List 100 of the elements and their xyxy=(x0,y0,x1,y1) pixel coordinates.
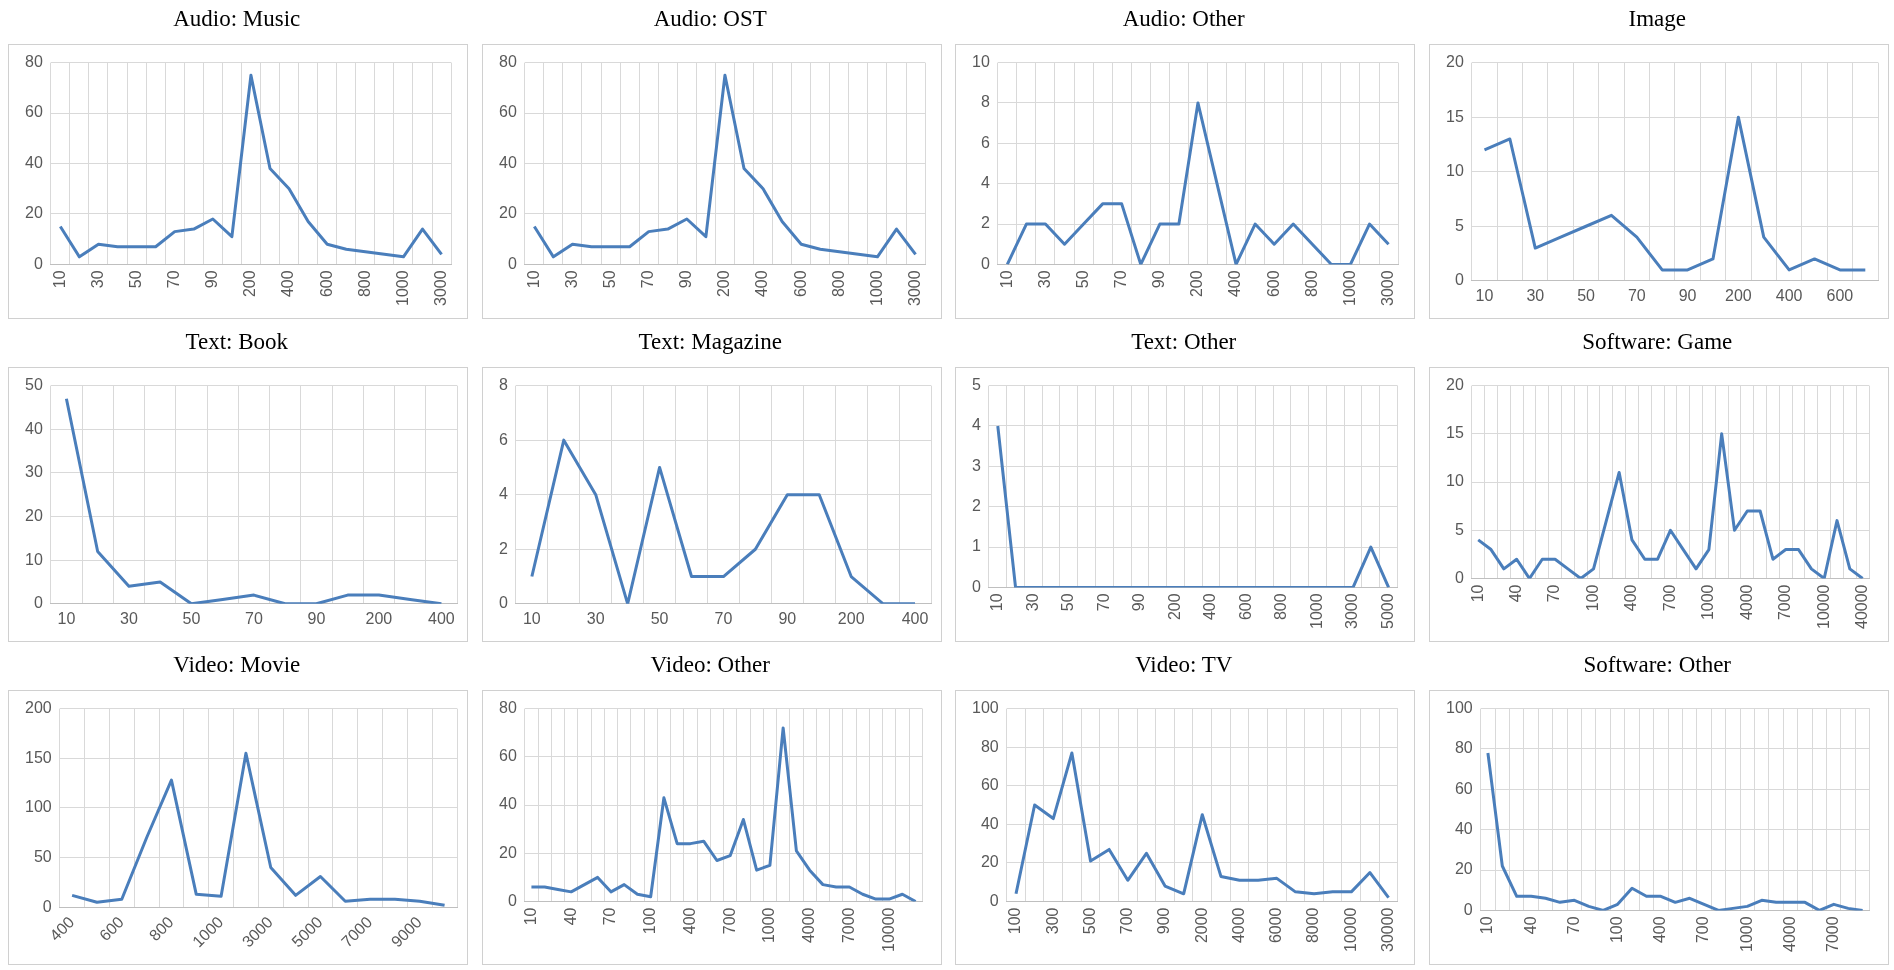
x-tick-label: 4000 xyxy=(1780,916,1798,952)
x-tick-label: 700 xyxy=(1118,907,1136,935)
y-tick-label: 0 xyxy=(1454,568,1464,586)
y-tick-label: 8 xyxy=(498,376,508,394)
y-tick-label: 3 xyxy=(971,456,981,474)
y-tick-label: 40 xyxy=(25,419,43,437)
x-tick-label: 7000 xyxy=(839,907,857,944)
y-tick-label: 80 xyxy=(498,699,517,717)
y-tick-label: 5 xyxy=(1454,216,1464,234)
x-tick-label: 40 xyxy=(1521,916,1539,935)
y-tick-label: 20 xyxy=(1445,376,1464,394)
chart-title: Software: Game xyxy=(1581,329,1734,355)
y-tick-label: 0 xyxy=(971,577,981,595)
y-tick-label: 100 xyxy=(971,699,999,717)
y-tick-label: 4 xyxy=(980,174,990,192)
x-tick-label: 10 xyxy=(521,907,539,926)
x-tick-label: 200 xyxy=(1188,270,1206,298)
x-tick-label: 1000 xyxy=(1307,593,1325,629)
x-tick-label: 400 xyxy=(1201,593,1219,621)
chart-title: Video: TV xyxy=(1134,652,1234,678)
x-tick-label: 4000 xyxy=(799,907,817,944)
x-tick-label: 30 xyxy=(562,270,580,289)
x-tick-label: 5000 xyxy=(1378,593,1396,629)
x-tick-label: 40 xyxy=(561,907,579,926)
y-tick-label: 10 xyxy=(1445,162,1464,180)
x-tick-label: 600 xyxy=(1826,286,1853,304)
x-tick-label: 400 xyxy=(752,270,770,298)
chart-title: Text: Other xyxy=(1130,329,1238,355)
y-tick-label: 15 xyxy=(1445,107,1464,125)
y-tick-label: 0 xyxy=(498,594,508,612)
y-tick-label: 0 xyxy=(980,254,990,272)
x-tick-label: 600 xyxy=(1264,270,1282,298)
x-tick-label: 800 xyxy=(145,913,177,945)
x-tick-label: 1000 xyxy=(1737,916,1755,952)
y-tick-label: 60 xyxy=(1454,779,1473,797)
x-tick-label: 50 xyxy=(182,609,201,627)
x-tick-label: 600 xyxy=(1236,593,1254,621)
y-tick-label: 80 xyxy=(25,53,43,71)
y-tick-label: 4 xyxy=(971,416,981,434)
y-tick-label: 50 xyxy=(25,376,43,394)
x-tick-label: 10 xyxy=(524,270,542,289)
x-tick-label: 100 xyxy=(1607,916,1625,944)
x-tick-label: 400 xyxy=(680,907,698,935)
x-tick-label: 1000 xyxy=(867,270,885,306)
y-tick-label: 150 xyxy=(24,748,52,766)
y-tick-label: 0 xyxy=(1454,271,1464,289)
chart-title: Video: Other xyxy=(649,652,771,678)
x-tick-label: 200 xyxy=(241,270,259,298)
y-tick-label: 60 xyxy=(498,747,517,765)
x-tick-label: 10000 xyxy=(1814,584,1832,630)
x-tick-label: 200 xyxy=(1165,593,1183,621)
x-tick-label: 4000 xyxy=(1737,584,1755,621)
y-tick-label: 0 xyxy=(507,891,517,909)
x-tick-label: 70 xyxy=(1564,916,1582,935)
x-tick-label: 50 xyxy=(650,609,669,627)
x-tick-label: 70 xyxy=(245,609,263,627)
x-tick-label: 70 xyxy=(1112,270,1130,289)
y-tick-label: 80 xyxy=(498,53,517,71)
x-tick-label: 300 xyxy=(1043,907,1061,935)
x-tick-label: 100 xyxy=(1006,907,1024,935)
x-tick-label: 700 xyxy=(1693,916,1711,944)
x-tick-label: 400 xyxy=(901,609,928,627)
y-tick-label: 200 xyxy=(24,699,52,717)
x-tick-label: 3000 xyxy=(1378,270,1396,306)
x-tick-label: 1000 xyxy=(1340,270,1358,306)
x-tick-label: 2000 xyxy=(1192,907,1210,944)
x-tick-label: 10000 xyxy=(1341,907,1359,953)
y-tick-label: 8 xyxy=(980,93,990,111)
y-tick-label: 80 xyxy=(980,737,999,755)
y-tick-label: 40 xyxy=(498,795,517,813)
x-tick-label: 10 xyxy=(1475,286,1493,304)
x-tick-label: 400 xyxy=(46,913,78,945)
x-tick-label: 30 xyxy=(1035,270,1053,289)
chart-title: Software: Other xyxy=(1582,652,1732,678)
x-tick-label: 30 xyxy=(586,609,605,627)
x-tick-label: 3000 xyxy=(905,270,923,306)
y-tick-label: 4 xyxy=(498,485,508,503)
y-tick-label: 40 xyxy=(1454,820,1473,838)
x-tick-label: 800 xyxy=(829,270,847,298)
y-tick-label: 40 xyxy=(980,814,999,832)
y-tick-label: 80 xyxy=(1454,739,1473,757)
x-tick-label: 30 xyxy=(1023,593,1041,612)
x-tick-label: 7000 xyxy=(1823,916,1841,952)
y-tick-label: 40 xyxy=(498,153,517,171)
x-tick-label: 90 xyxy=(307,609,326,627)
x-tick-label: 90 xyxy=(1678,286,1697,304)
y-tick-label: 40 xyxy=(25,153,43,171)
y-tick-label: 0 xyxy=(33,254,43,272)
chart-title: Audio: OST xyxy=(652,6,768,32)
x-tick-label: 10 xyxy=(522,609,541,627)
y-tick-label: 6 xyxy=(498,430,508,448)
x-tick-label: 70 xyxy=(638,270,656,289)
y-tick-label: 2 xyxy=(980,214,990,232)
x-tick-label: 200 xyxy=(837,609,865,627)
x-tick-label: 70 xyxy=(165,270,183,289)
x-tick-label: 800 xyxy=(355,270,373,298)
x-tick-label: 400 xyxy=(1621,584,1639,612)
y-tick-label: 60 xyxy=(980,776,999,794)
x-tick-label: 30000 xyxy=(1378,907,1396,953)
x-tick-label: 700 xyxy=(1660,584,1678,612)
